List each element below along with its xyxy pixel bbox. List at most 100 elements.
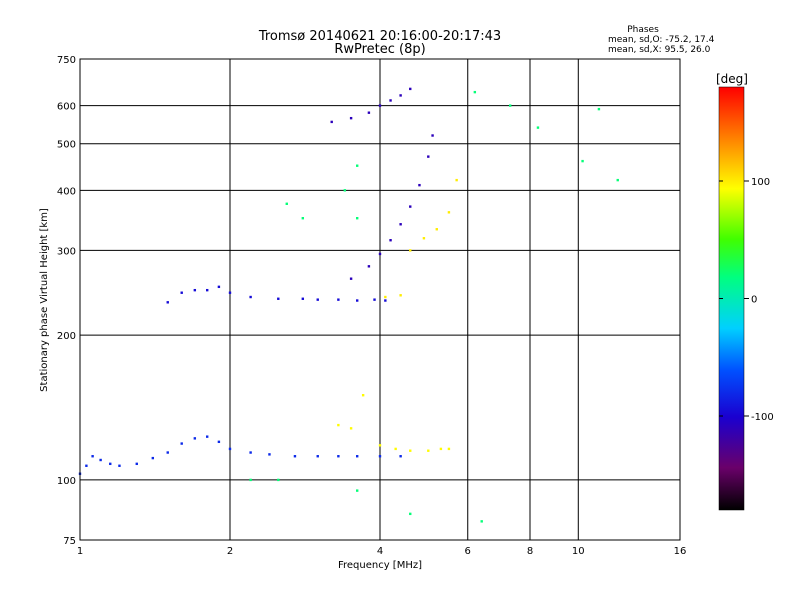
colorbar	[718, 86, 745, 511]
y-tick-label: 500	[57, 140, 76, 151]
y-tick-label: 400	[57, 186, 76, 197]
echo-point	[447, 447, 451, 451]
x-tick-label: 6	[465, 546, 471, 557]
echo-point	[166, 451, 169, 454]
echo-point	[389, 99, 392, 102]
echo-point	[373, 298, 376, 301]
echo-point	[118, 464, 121, 467]
echo-point	[228, 291, 232, 294]
echo-point	[581, 159, 584, 163]
echo-point	[330, 120, 333, 124]
echo-point	[166, 301, 169, 304]
x-tick-label: 16	[674, 546, 687, 557]
x-tick-label: 8	[527, 546, 533, 557]
y-axis-label: Stationary phase Virtual Height [km]	[39, 208, 50, 392]
echo-point	[85, 464, 88, 467]
echo-point	[268, 453, 271, 456]
echo-point	[409, 87, 412, 91]
echo-point	[316, 455, 319, 458]
echo-point	[151, 456, 155, 460]
echo-point	[431, 134, 434, 137]
echo-point	[378, 104, 382, 107]
echo-point	[301, 217, 305, 220]
echo-point	[355, 489, 359, 492]
echo-point	[508, 104, 512, 107]
echo-point	[316, 298, 319, 301]
echo-point	[435, 228, 438, 231]
echo-point	[349, 277, 353, 280]
echo-point	[597, 107, 601, 111]
echo-point	[355, 455, 359, 458]
y-tick-label: 600	[57, 102, 76, 113]
echo-point	[367, 111, 371, 114]
y-tick-label: 200	[57, 331, 76, 342]
echo-point	[285, 202, 288, 205]
echo-point	[337, 423, 340, 427]
echo-point	[616, 178, 619, 182]
echo-point	[91, 455, 94, 458]
echo-point	[399, 94, 402, 97]
echo-point	[205, 288, 209, 292]
phases-o-stats: mean, sd,O: -75.2, 17.4	[608, 35, 715, 45]
echo-point	[180, 291, 183, 294]
echo-point	[536, 126, 540, 129]
echo-point	[337, 298, 340, 301]
echo-point	[109, 462, 112, 466]
grid-lines	[80, 59, 680, 540]
echo-point	[439, 447, 443, 451]
echo-point	[293, 455, 297, 458]
echo-point	[422, 237, 426, 240]
x-tick-label: 4	[377, 546, 383, 557]
echo-point	[277, 297, 280, 300]
echo-point	[228, 447, 232, 451]
echo-point	[367, 265, 371, 268]
echo-point	[205, 435, 209, 438]
plot-frame	[79, 58, 681, 541]
echo-point	[427, 155, 430, 158]
colorbar-ticks: 100 0 -100	[719, 177, 774, 423]
echo-point	[277, 478, 280, 482]
echo-point	[399, 223, 402, 226]
echo-point	[249, 295, 252, 299]
echo-point	[349, 116, 353, 120]
echo-point	[99, 458, 102, 462]
echo-point	[193, 288, 197, 292]
echo-point	[343, 189, 347, 192]
echo-point	[180, 442, 183, 445]
colorbar-tick-label: 0	[751, 295, 757, 306]
chart-title: Tromsø 20140621 20:16:00-20:17:43	[258, 29, 501, 44]
colorbar-tick-label: 100	[751, 177, 770, 188]
y-tick-label: 100	[57, 476, 76, 487]
y-tick-label: 75	[63, 536, 76, 547]
echo-point	[378, 444, 382, 447]
echo-point	[378, 252, 382, 256]
echo-point	[394, 447, 397, 451]
echo-point	[409, 205, 412, 208]
echo-point	[480, 520, 483, 523]
x-tick-label: 10	[572, 546, 585, 557]
x-axis-label: Frequency [MHz]	[338, 560, 422, 571]
echo-point	[384, 299, 387, 302]
echo-point	[399, 294, 402, 297]
echo-point	[249, 451, 252, 454]
echo-point	[355, 299, 359, 302]
echo-point	[217, 285, 221, 289]
x-tick-label: 2	[227, 546, 233, 557]
x-tick-label: 1	[77, 546, 83, 557]
echo-point	[473, 90, 477, 94]
echo-point	[427, 449, 430, 452]
axis-ticks: 1 2 4 6 8 10 16 75 100 200 300 400 500 600 750	[57, 55, 686, 557]
echo-point	[399, 455, 402, 458]
y-tick-label: 750	[57, 55, 76, 66]
echo-point	[389, 239, 392, 242]
echo-point	[384, 295, 387, 299]
echo-point	[355, 164, 359, 167]
colorbar-unit-label: [deg]	[716, 72, 748, 86]
phases-title: Phases	[627, 25, 659, 35]
echo-point	[409, 512, 412, 516]
echo-point	[135, 462, 138, 466]
phases-x-stats: mean, sd,X: 95.5, 26.0	[608, 45, 711, 55]
echo-point	[418, 183, 421, 187]
y-tick-label: 300	[57, 246, 76, 257]
